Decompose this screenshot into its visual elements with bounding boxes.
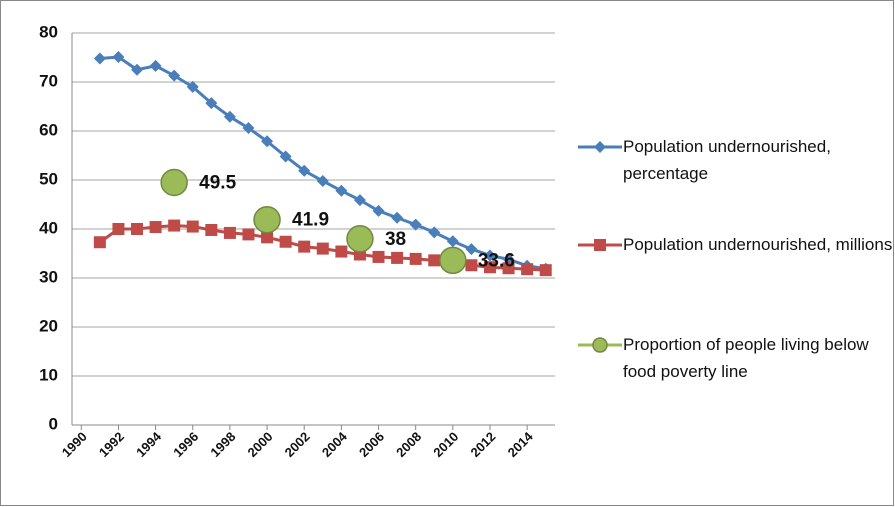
diamond-marker bbox=[131, 63, 144, 76]
y-tick-label: 70 bbox=[39, 71, 58, 90]
x-tick-label: 2014 bbox=[505, 428, 537, 460]
square-marker bbox=[316, 242, 329, 255]
diamond-marker bbox=[279, 150, 292, 163]
circle-marker bbox=[346, 225, 374, 253]
diamond-marker bbox=[409, 218, 422, 231]
y-tick-label: 60 bbox=[39, 120, 58, 139]
square-marker bbox=[335, 245, 348, 258]
square-marker bbox=[205, 223, 218, 236]
diamond-marker bbox=[261, 135, 274, 148]
diamond-marker bbox=[168, 69, 181, 82]
y-tick-label: 10 bbox=[39, 365, 58, 384]
square-marker bbox=[465, 259, 478, 272]
x-tick-label: 2000 bbox=[245, 429, 276, 460]
square-marker bbox=[186, 220, 199, 233]
x-tick-label: 1996 bbox=[170, 429, 201, 460]
square-marker bbox=[391, 251, 404, 264]
x-tick-label: 2008 bbox=[393, 429, 424, 460]
circle-marker bbox=[160, 168, 188, 197]
x-tick-label: 2006 bbox=[356, 429, 387, 460]
diamond-marker bbox=[149, 59, 162, 72]
diamond-marker bbox=[446, 235, 459, 248]
diamond-marker bbox=[316, 174, 329, 187]
square-marker bbox=[353, 248, 366, 261]
y-tick-label: 20 bbox=[39, 316, 58, 335]
x-tick-label: 2004 bbox=[319, 428, 351, 460]
diamond-marker bbox=[298, 164, 311, 177]
diamond-marker bbox=[186, 80, 199, 93]
series-line bbox=[99, 55, 546, 271]
square-marker bbox=[502, 262, 515, 275]
legend-marker bbox=[594, 239, 606, 251]
legend-label: Proportion of people living below food p… bbox=[623, 335, 869, 381]
square-marker bbox=[223, 226, 236, 239]
data-label: 33.6 bbox=[478, 250, 515, 271]
diamond-marker bbox=[483, 249, 496, 262]
diamond-marker bbox=[335, 184, 348, 197]
x-tick-label: 1992 bbox=[96, 429, 127, 460]
square-marker bbox=[131, 223, 144, 235]
square-marker bbox=[521, 263, 534, 276]
legend-marker bbox=[592, 337, 608, 353]
x-tick-label: 1998 bbox=[207, 429, 238, 460]
diamond-marker bbox=[223, 110, 236, 123]
square-marker bbox=[298, 240, 311, 253]
diamond-marker bbox=[112, 51, 125, 64]
legend-label: Population undernourished, percentage bbox=[623, 137, 831, 183]
y-tick-label: 40 bbox=[39, 218, 58, 237]
square-marker bbox=[428, 254, 441, 267]
square-marker bbox=[409, 252, 422, 265]
x-tick-label: 2002 bbox=[282, 429, 313, 460]
x-tick-label: 2012 bbox=[467, 429, 498, 460]
diamond-marker bbox=[242, 122, 255, 135]
circle-marker bbox=[253, 205, 281, 234]
legend-marker bbox=[594, 141, 606, 153]
diamond-marker bbox=[205, 97, 218, 110]
data-label: 49.5 bbox=[199, 172, 236, 193]
square-marker bbox=[168, 219, 181, 232]
square-marker bbox=[112, 223, 125, 235]
square-marker bbox=[372, 250, 385, 263]
diamond-marker bbox=[391, 211, 404, 224]
legend-label: Population undernourished, millions bbox=[623, 235, 893, 254]
square-marker bbox=[149, 221, 162, 234]
square-marker bbox=[93, 236, 106, 249]
square-marker bbox=[539, 264, 552, 277]
y-tick-label: 80 bbox=[39, 22, 58, 41]
y-tick-label: 0 bbox=[49, 414, 58, 433]
diamond-marker bbox=[428, 226, 441, 239]
data-label: 41.9 bbox=[292, 210, 329, 231]
square-marker bbox=[242, 228, 255, 241]
diamond-marker bbox=[372, 204, 385, 217]
square-marker bbox=[279, 235, 292, 248]
diamond-marker bbox=[93, 52, 106, 65]
y-tick-label: 50 bbox=[39, 169, 58, 188]
x-tick-label: 1994 bbox=[133, 428, 165, 460]
square-marker bbox=[483, 261, 496, 274]
diamond-marker bbox=[465, 243, 478, 256]
x-tick-label: 2010 bbox=[430, 429, 461, 460]
circle-marker bbox=[439, 246, 467, 275]
y-tick-label: 30 bbox=[39, 267, 58, 286]
square-marker bbox=[261, 231, 274, 244]
x-tick-label: 1990 bbox=[59, 429, 90, 460]
diamond-marker bbox=[353, 194, 366, 207]
data-label: 38 bbox=[385, 229, 406, 250]
